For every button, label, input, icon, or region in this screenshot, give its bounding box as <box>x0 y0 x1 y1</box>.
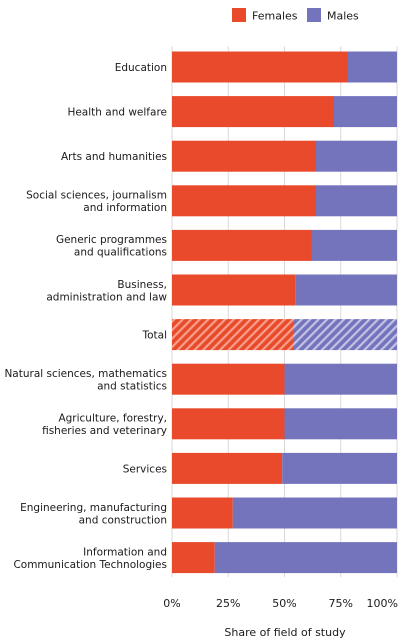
bar-males-engineering-manufacturing-and-construction <box>232 497 397 529</box>
category-label-line: Communication Technologies <box>13 559 167 571</box>
category-label-business-administration-and-law: Business, administration and law <box>46 279 167 304</box>
legend-label-males: Males <box>327 10 359 23</box>
bar-males-health-and-welfare <box>334 96 397 128</box>
gridlines <box>171 46 398 578</box>
category-label-education: Education <box>115 62 167 74</box>
x-tick-label-3: 75% <box>329 597 353 610</box>
x-tick-label-2: 50% <box>272 597 296 610</box>
bar-females-arts-and-humanities <box>172 140 316 172</box>
bar-females-agriculture-forestry-fisheries-and-veterinary <box>172 408 285 440</box>
category-label-services: Services <box>123 463 167 475</box>
bar-females-business-administration-and-law <box>172 274 296 306</box>
bar-males-education <box>347 51 397 83</box>
category-label-line: Services <box>123 463 167 475</box>
bar-males-total <box>293 319 397 351</box>
category-labels: Education Health and welfare Arts and huma… <box>4 62 167 571</box>
category-label-arts-and-humanities: Arts and humanities <box>61 151 167 163</box>
bar-females-total <box>172 319 294 351</box>
bar-males-services <box>282 452 397 484</box>
category-label-line: Generic programmes <box>56 234 167 246</box>
category-label-line: administration and law <box>46 291 167 303</box>
bar-females-social-sciences-journalism-and-information <box>172 185 316 217</box>
category-label-line: Total <box>141 330 167 342</box>
legend-swatch-females <box>232 8 246 22</box>
category-label-line: Social sciences, journalism <box>26 190 167 202</box>
category-label-line: Engineering, manufacturing <box>20 502 167 514</box>
category-label-agriculture-forestry-fisheries-and-veterinary: Agriculture, forestry, fisheries and vete… <box>42 413 167 438</box>
category-label-line: Arts and humanities <box>61 151 167 163</box>
category-label-line: Education <box>115 62 167 74</box>
category-label-line: Agriculture, forestry, <box>58 413 167 425</box>
bar-males-arts-and-humanities <box>316 140 397 172</box>
legend: Females Males <box>232 8 359 23</box>
bar-males-information-and-communication-technologies <box>214 542 397 574</box>
bar-males-agriculture-forestry-fisheries-and-veterinary <box>284 408 397 440</box>
category-label-line: Health and welfare <box>67 107 167 119</box>
bars <box>172 51 397 574</box>
category-label-line: fisheries and veterinary <box>42 425 167 437</box>
category-label-line: Natural sciences, mathematics <box>4 368 167 380</box>
category-label-line: Information and <box>83 546 167 558</box>
bar-males-generic-programmes-and-qualifications <box>311 229 397 261</box>
category-label-line: and information <box>83 202 167 214</box>
category-label-natural-sciences-mathematics-and-statistics: Natural sciences, mathematics and statist… <box>4 368 167 393</box>
bar-females-information-and-communication-technologies <box>172 542 215 574</box>
bar-males-social-sciences-journalism-and-information <box>316 185 397 217</box>
bar-males-business-administration-and-law <box>295 274 397 306</box>
x-tick-label-1: 25% <box>216 597 240 610</box>
category-label-line: and construction <box>79 514 167 526</box>
category-label-social-sciences-journalism-and-information: Social sciences, journalism and informati… <box>26 190 167 215</box>
bar-males-natural-sciences-mathematics-and-statistics <box>284 363 397 395</box>
x-tick-label-4: 100% <box>367 597 398 610</box>
category-label-health-and-welfare: Health and welfare <box>67 107 167 119</box>
bar-females-services <box>172 452 283 484</box>
category-label-line: Business, <box>117 279 167 291</box>
x-tick-label-0: 0% <box>163 597 180 610</box>
legend-label-females: Females <box>252 10 298 23</box>
bar-females-generic-programmes-and-qualifications <box>172 229 312 261</box>
bar-females-engineering-manufacturing-and-construction <box>172 497 233 529</box>
category-label-generic-programmes-and-qualifications: Generic programmes and qualifications <box>56 234 167 259</box>
bar-females-natural-sciences-mathematics-and-statistics <box>172 363 285 395</box>
x-axis-ticks: 0% 25% 50% 75% 100% <box>163 597 398 610</box>
bar-females-health-and-welfare <box>172 96 334 128</box>
category-label-engineering-manufacturing-and-construction: Engineering, manufacturing and constructi… <box>20 502 167 527</box>
category-label-total: Total <box>141 330 167 342</box>
x-axis-title: Share of field of study <box>224 626 346 639</box>
category-label-information-and-communication-technologies: Information and Communication Technologie… <box>13 546 167 571</box>
legend-swatch-males <box>307 8 321 22</box>
category-label-line: and statistics <box>97 380 167 392</box>
category-label-line: and qualifications <box>74 247 167 259</box>
bar-females-education <box>172 51 348 83</box>
